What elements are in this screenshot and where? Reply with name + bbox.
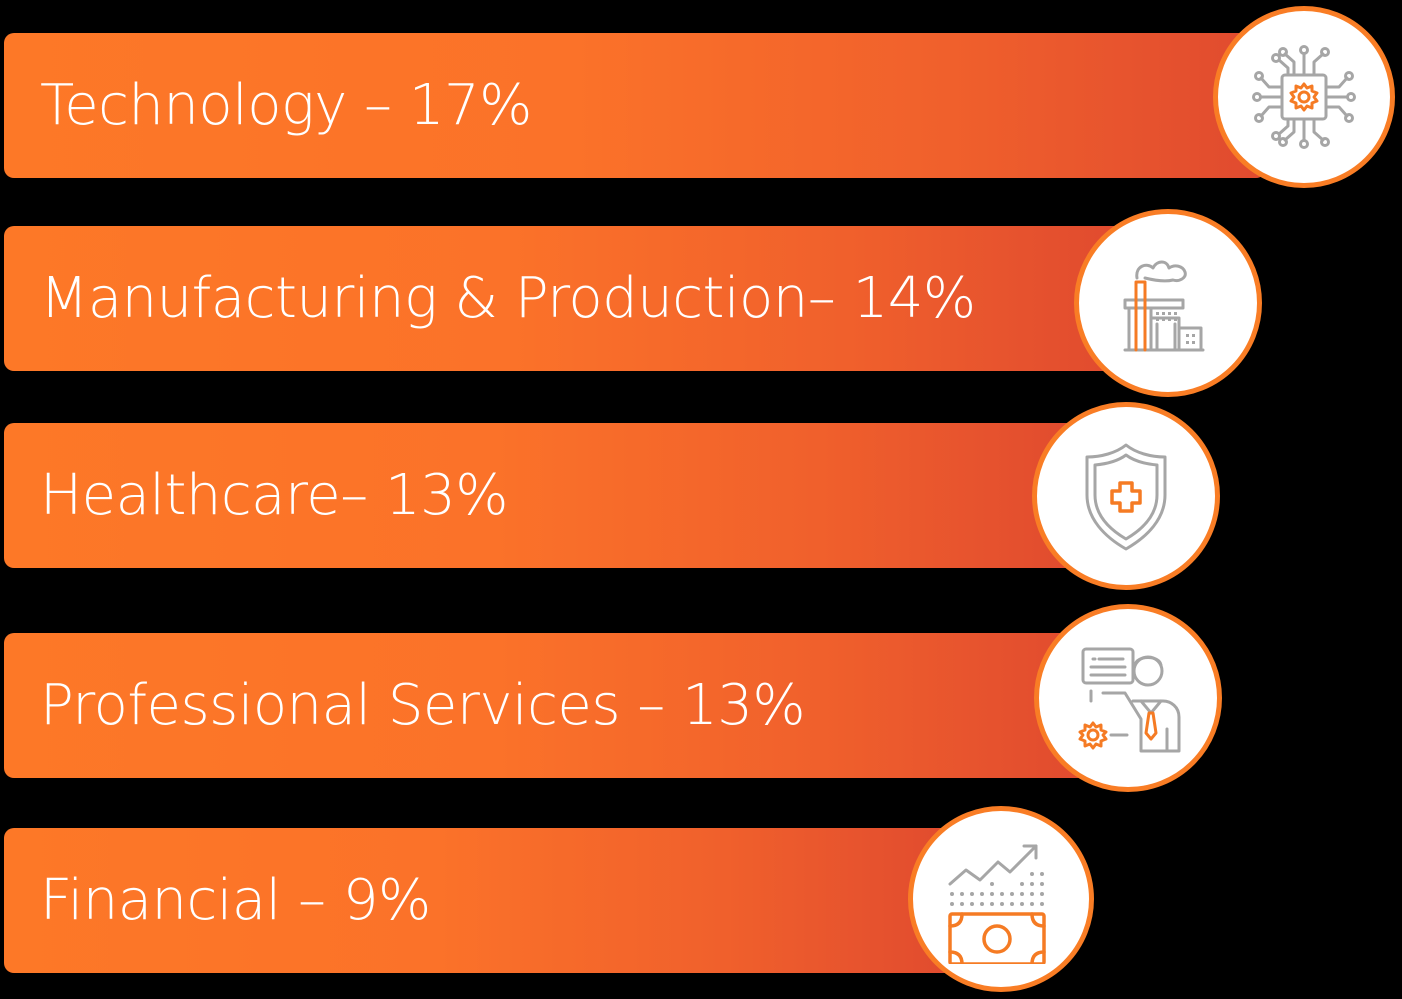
- money-growth-icon: [948, 844, 1046, 964]
- circle-healthcare: [1032, 402, 1220, 590]
- circle-professional-services: [1034, 604, 1222, 792]
- presenter-gear-icon: [1078, 647, 1181, 753]
- bar-label: Manufacturing & Production– 14%: [40, 266, 976, 331]
- chip-gear-icon: [1252, 45, 1356, 149]
- bar-label: Professional Services – 13%: [40, 673, 806, 738]
- shield-cross-icon: [1085, 443, 1167, 551]
- bar-professional-services: Professional Services – 13%: [4, 633, 1094, 778]
- bar-healthcare: Healthcare– 13%: [4, 423, 1090, 568]
- circle-manufacturing: [1074, 209, 1262, 397]
- bar-label: Financial – 9%: [40, 868, 431, 933]
- bar-technology: Technology – 17%: [4, 33, 1266, 178]
- bar-label: Healthcare– 13%: [40, 463, 509, 528]
- circle-technology: [1213, 6, 1395, 188]
- bar-manufacturing: Manufacturing & Production– 14%: [4, 226, 1128, 371]
- bar-label: Technology – 17%: [40, 73, 532, 138]
- bar-financial: Financial – 9%: [4, 828, 964, 973]
- factory-icon: [1123, 260, 1205, 352]
- circle-financial: [908, 806, 1094, 992]
